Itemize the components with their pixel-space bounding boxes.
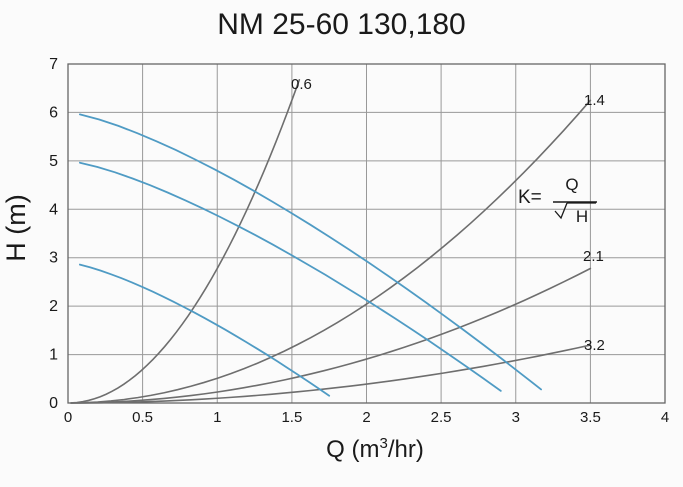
svg-text:H: H	[576, 207, 588, 226]
svg-text:1.4: 1.4	[584, 92, 605, 109]
svg-text:2.1: 2.1	[583, 248, 604, 265]
svg-text:K=: K=	[518, 187, 542, 208]
svg-text:1: 1	[49, 347, 58, 364]
svg-text:3.2: 3.2	[584, 337, 605, 354]
svg-text:3: 3	[512, 409, 520, 426]
svg-text:1.5: 1.5	[281, 409, 302, 426]
svg-text:5: 5	[49, 153, 58, 170]
svg-text:0.6: 0.6	[291, 76, 312, 93]
svg-text:0.5: 0.5	[132, 409, 153, 426]
svg-text:H (m): H (m)	[1, 194, 31, 261]
svg-text:Q (m3/hr): Q (m3/hr)	[326, 435, 424, 463]
svg-text:2: 2	[362, 409, 370, 426]
svg-text:3.5: 3.5	[580, 409, 601, 426]
svg-text:2: 2	[49, 298, 58, 315]
svg-text:1: 1	[213, 409, 221, 426]
svg-text:0: 0	[64, 409, 72, 426]
svg-text:0: 0	[49, 395, 58, 412]
svg-text:3: 3	[49, 250, 58, 267]
svg-text:2.5: 2.5	[431, 409, 452, 426]
svg-text:6: 6	[49, 104, 58, 121]
svg-text:Q: Q	[565, 175, 578, 194]
svg-text:7: 7	[49, 56, 58, 73]
svg-text:4: 4	[49, 201, 58, 218]
svg-text:4: 4	[661, 409, 669, 426]
